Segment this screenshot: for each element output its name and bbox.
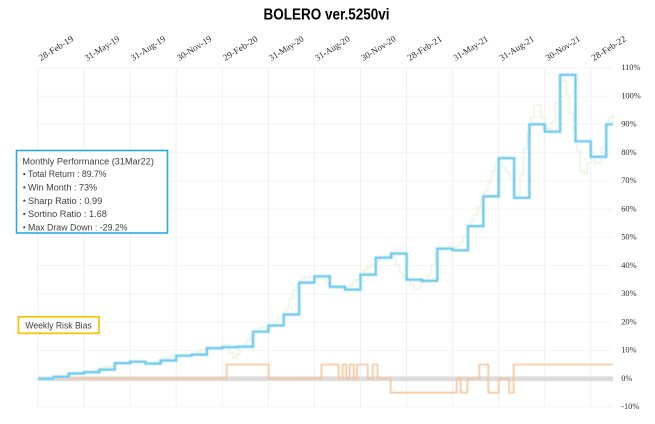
svg-text:-10%: -10% xyxy=(621,402,639,411)
svg-text:80%: 80% xyxy=(621,148,636,157)
svg-text:Win Month : 73%: Win Month : 73% xyxy=(28,182,97,193)
svg-text:30%: 30% xyxy=(621,289,636,298)
svg-text:Sortino Ratio : 1.68: Sortino Ratio : 1.68 xyxy=(28,208,107,219)
svg-text:Max Draw Down : -29.2%: Max Draw Down : -29.2% xyxy=(28,221,128,232)
svg-text:BOLERO ver.5250vi: BOLERO ver.5250vi xyxy=(264,7,390,24)
svg-text:10%: 10% xyxy=(621,346,636,355)
svg-text:50%: 50% xyxy=(621,233,636,242)
svg-text:20%: 20% xyxy=(621,317,636,326)
svg-text:60%: 60% xyxy=(621,204,636,213)
svg-text:Total Return : 89.7%: Total Return : 89.7% xyxy=(28,168,107,179)
svg-text:70%: 70% xyxy=(621,176,636,185)
svg-text:Sharp Ratio : 0.99: Sharp Ratio : 0.99 xyxy=(28,195,102,206)
svg-text:Monthly Performance (31Mar22): Monthly Performance (31Mar22) xyxy=(22,156,154,167)
svg-text:40%: 40% xyxy=(621,261,636,270)
svg-text:90%: 90% xyxy=(621,120,636,129)
svg-text:100%: 100% xyxy=(621,91,641,100)
svg-text:110%: 110% xyxy=(621,63,640,72)
svg-text:Weekly Risk Bias: Weekly Risk Bias xyxy=(25,319,92,330)
svg-text:0%: 0% xyxy=(621,374,632,383)
